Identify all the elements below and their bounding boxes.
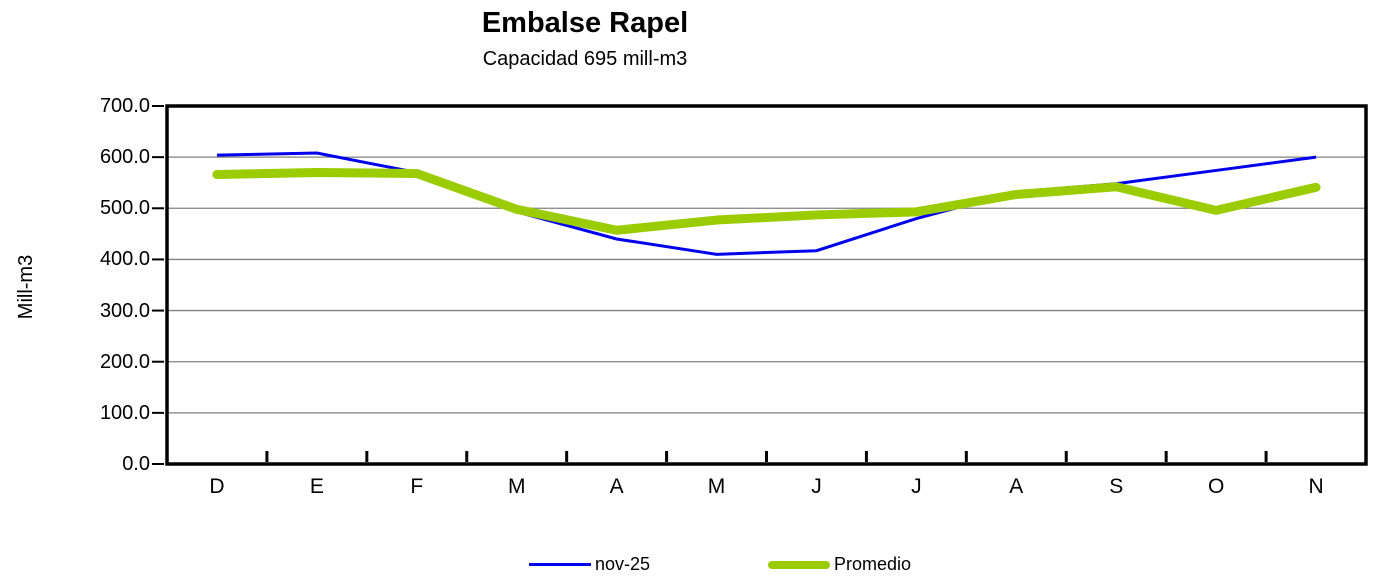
x-tick-label-1-E: E bbox=[309, 475, 324, 498]
legend-label-nov25: nov-25 bbox=[594, 554, 650, 574]
legend-item-promedio: Promedio bbox=[768, 554, 911, 575]
y-tick-label-500.0: 500.0 bbox=[99, 197, 150, 220]
chart-subtitle: Capacidad 695 mill-m3 bbox=[482, 48, 688, 70]
x-tick-label-8-A: A bbox=[1009, 475, 1024, 498]
series-line-Promedio bbox=[212, 167, 1321, 235]
chart-header: Embalse Rapel Capacidad 695 mill-m3 bbox=[0, 6, 1170, 71]
y-tick-label-600.0: 600.0 bbox=[99, 146, 150, 169]
x-tick-label-5-M: M bbox=[707, 475, 726, 498]
x-tick-label-7-J: J bbox=[911, 475, 922, 498]
plot-frame bbox=[165, 104, 1368, 466]
series-line-nov-25 bbox=[216, 151, 1317, 256]
x-tick-label-10-O: O bbox=[1207, 475, 1225, 498]
x-tick-label-9-S: S bbox=[1109, 475, 1124, 498]
x-tick-label-4-A: A bbox=[609, 475, 624, 498]
y-tick-label-200.0: 200.0 bbox=[99, 350, 150, 373]
legend-line-sample-promedio bbox=[768, 560, 830, 569]
y-tick-label-700.0: 700.0 bbox=[99, 95, 150, 117]
x-tick-label-6-J: J bbox=[811, 475, 822, 498]
y-tick-label-0.0: 0.0 bbox=[122, 453, 150, 475]
x-tick-label-2-F: F bbox=[410, 475, 424, 498]
chart-title: Embalse Rapel bbox=[481, 7, 689, 39]
legend-item-nov25: nov-25 bbox=[528, 554, 650, 575]
x-tick-label-0-D: D bbox=[209, 475, 225, 498]
legend-label-promedio: Promedio bbox=[834, 554, 912, 574]
y-tick-label-300.0: 300.0 bbox=[99, 299, 150, 322]
x-tick-label-11-N: N bbox=[1308, 475, 1324, 498]
y-tick-label-100.0: 100.0 bbox=[99, 401, 150, 424]
y-tick-label-400.0: 400.0 bbox=[99, 248, 150, 271]
legend-line-sample-nov25 bbox=[528, 563, 591, 566]
x-tick-label-3-M: M bbox=[507, 475, 526, 498]
legend: nov-25 Promedio bbox=[0, 554, 1380, 575]
